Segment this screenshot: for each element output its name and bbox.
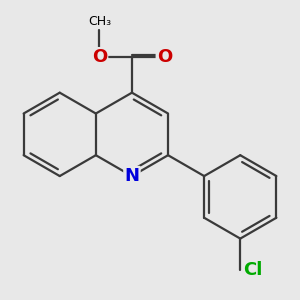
- Text: CH₃: CH₃: [88, 15, 111, 28]
- Text: O: O: [92, 48, 107, 66]
- Text: Cl: Cl: [244, 261, 263, 279]
- Text: N: N: [124, 167, 140, 185]
- Text: O: O: [157, 48, 172, 66]
